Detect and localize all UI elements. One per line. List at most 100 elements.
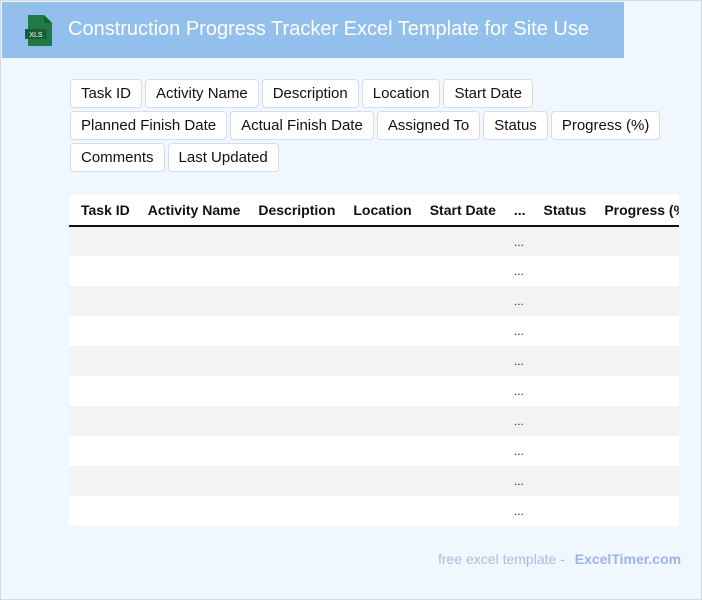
table-cell[interactable]: ... xyxy=(501,466,532,496)
table-cell[interactable] xyxy=(592,436,679,466)
table-cell[interactable] xyxy=(592,406,679,436)
table-cell[interactable] xyxy=(532,256,593,286)
table-cell[interactable] xyxy=(246,406,342,436)
column-header[interactable]: Progress (%) xyxy=(592,195,679,227)
table-cell[interactable] xyxy=(418,496,502,526)
table-cell[interactable]: ... xyxy=(513,504,524,518)
column-header[interactable]: Description xyxy=(246,195,342,227)
table-cell[interactable] xyxy=(69,436,136,466)
table-cell[interactable] xyxy=(136,496,247,526)
table-cell[interactable] xyxy=(418,256,502,286)
field-chip[interactable]: Activity Name xyxy=(145,79,259,108)
table-cell[interactable] xyxy=(69,346,136,376)
table-cell[interactable] xyxy=(136,316,247,346)
column-header[interactable]: Task ID xyxy=(69,195,136,227)
table-cell[interactable] xyxy=(341,496,417,526)
table-cell[interactable]: ... xyxy=(501,286,532,316)
field-chip[interactable]: Comments xyxy=(70,143,165,172)
table-cell[interactable] xyxy=(592,496,679,526)
table-cell[interactable] xyxy=(532,436,593,466)
table-cell[interactable] xyxy=(592,226,679,256)
table-cell[interactable] xyxy=(417,406,502,436)
field-chip[interactable]: Actual Finish Date xyxy=(230,111,374,140)
table-cell[interactable] xyxy=(136,256,247,286)
table-cell[interactable] xyxy=(531,466,593,496)
field-chip[interactable]: Location xyxy=(361,79,441,108)
table-cell[interactable] xyxy=(341,406,418,436)
table-cell[interactable] xyxy=(531,346,593,376)
table-cell[interactable]: ... xyxy=(513,444,524,458)
table-cell[interactable] xyxy=(417,466,502,496)
table-cell[interactable] xyxy=(532,316,593,346)
table-cell[interactable] xyxy=(136,376,247,406)
table-cell[interactable] xyxy=(531,406,593,436)
column-header[interactable]: Location xyxy=(341,195,418,227)
table-cell[interactable] xyxy=(69,376,136,406)
field-chip[interactable]: Description xyxy=(261,79,359,108)
table-cell[interactable] xyxy=(246,256,341,286)
table-cell[interactable] xyxy=(531,286,593,316)
table-cell[interactable] xyxy=(341,466,418,496)
table-cell[interactable] xyxy=(246,436,341,466)
table-cell[interactable] xyxy=(69,466,136,496)
table-cell[interactable] xyxy=(341,286,418,316)
table-cell[interactable] xyxy=(69,226,136,256)
table-cell[interactable] xyxy=(246,316,341,346)
table-cell[interactable] xyxy=(417,286,502,316)
column-header[interactable]: Activity Name xyxy=(135,195,247,227)
table-cell[interactable] xyxy=(532,496,593,526)
table-cell[interactable] xyxy=(246,496,341,526)
table-cell[interactable] xyxy=(246,226,342,256)
table-cell[interactable] xyxy=(341,226,418,256)
table-cell[interactable] xyxy=(136,436,247,466)
table-cell[interactable] xyxy=(246,376,341,406)
table-cell[interactable]: ... xyxy=(513,324,524,338)
table-cell[interactable] xyxy=(341,256,417,286)
table-cell[interactable] xyxy=(246,346,342,376)
table-cell[interactable] xyxy=(341,316,417,346)
table-cell[interactable] xyxy=(531,226,593,256)
table-cell[interactable] xyxy=(592,316,679,346)
table-cell[interactable]: ... xyxy=(501,406,532,436)
table-cell[interactable] xyxy=(417,346,502,376)
table-cell[interactable] xyxy=(418,436,502,466)
table-cell[interactable] xyxy=(592,256,679,286)
field-chip[interactable]: Assigned To xyxy=(376,111,481,140)
table-cell[interactable] xyxy=(135,466,247,496)
field-chip[interactable]: Progress (%) xyxy=(550,111,661,140)
footer-brand-link[interactable]: ExcelTimer.com xyxy=(574,551,682,567)
table-cell[interactable] xyxy=(135,346,247,376)
table-cell[interactable] xyxy=(418,316,502,346)
table-cell[interactable] xyxy=(69,256,136,286)
column-header[interactable]: Status xyxy=(531,195,593,227)
column-header[interactable]: Start Date xyxy=(417,195,502,227)
field-chip[interactable]: Task ID xyxy=(70,79,143,108)
table-cell[interactable] xyxy=(135,406,247,436)
table-cell[interactable] xyxy=(246,286,342,316)
table-cell[interactable] xyxy=(341,436,417,466)
table-cell[interactable] xyxy=(69,286,136,316)
table-cell[interactable] xyxy=(246,466,342,496)
field-chip[interactable]: Planned Finish Date xyxy=(70,111,228,140)
table-cell[interactable]: ... xyxy=(501,346,532,376)
field-chip[interactable]: Start Date xyxy=(443,79,533,108)
table-cell[interactable] xyxy=(417,226,502,256)
table-cell[interactable] xyxy=(135,286,247,316)
table-cell[interactable] xyxy=(69,406,136,436)
table-cell[interactable] xyxy=(341,376,417,406)
table-cell[interactable] xyxy=(418,376,502,406)
table-cell[interactable] xyxy=(592,466,679,496)
field-chip[interactable]: Status xyxy=(483,111,548,140)
table-cell[interactable] xyxy=(69,496,136,526)
table-cell[interactable] xyxy=(69,316,136,346)
table-cell[interactable] xyxy=(592,286,679,316)
table-cell[interactable] xyxy=(592,346,679,376)
table-cell[interactable] xyxy=(532,376,593,406)
table-cell[interactable] xyxy=(135,226,247,256)
column-header[interactable]: ... xyxy=(501,195,532,227)
table-cell[interactable]: ... xyxy=(513,384,524,398)
table-cell[interactable]: ... xyxy=(501,226,532,256)
field-chip[interactable]: Last Updated xyxy=(167,143,279,172)
table-cell[interactable] xyxy=(592,376,679,406)
table-cell[interactable]: ... xyxy=(513,264,524,278)
